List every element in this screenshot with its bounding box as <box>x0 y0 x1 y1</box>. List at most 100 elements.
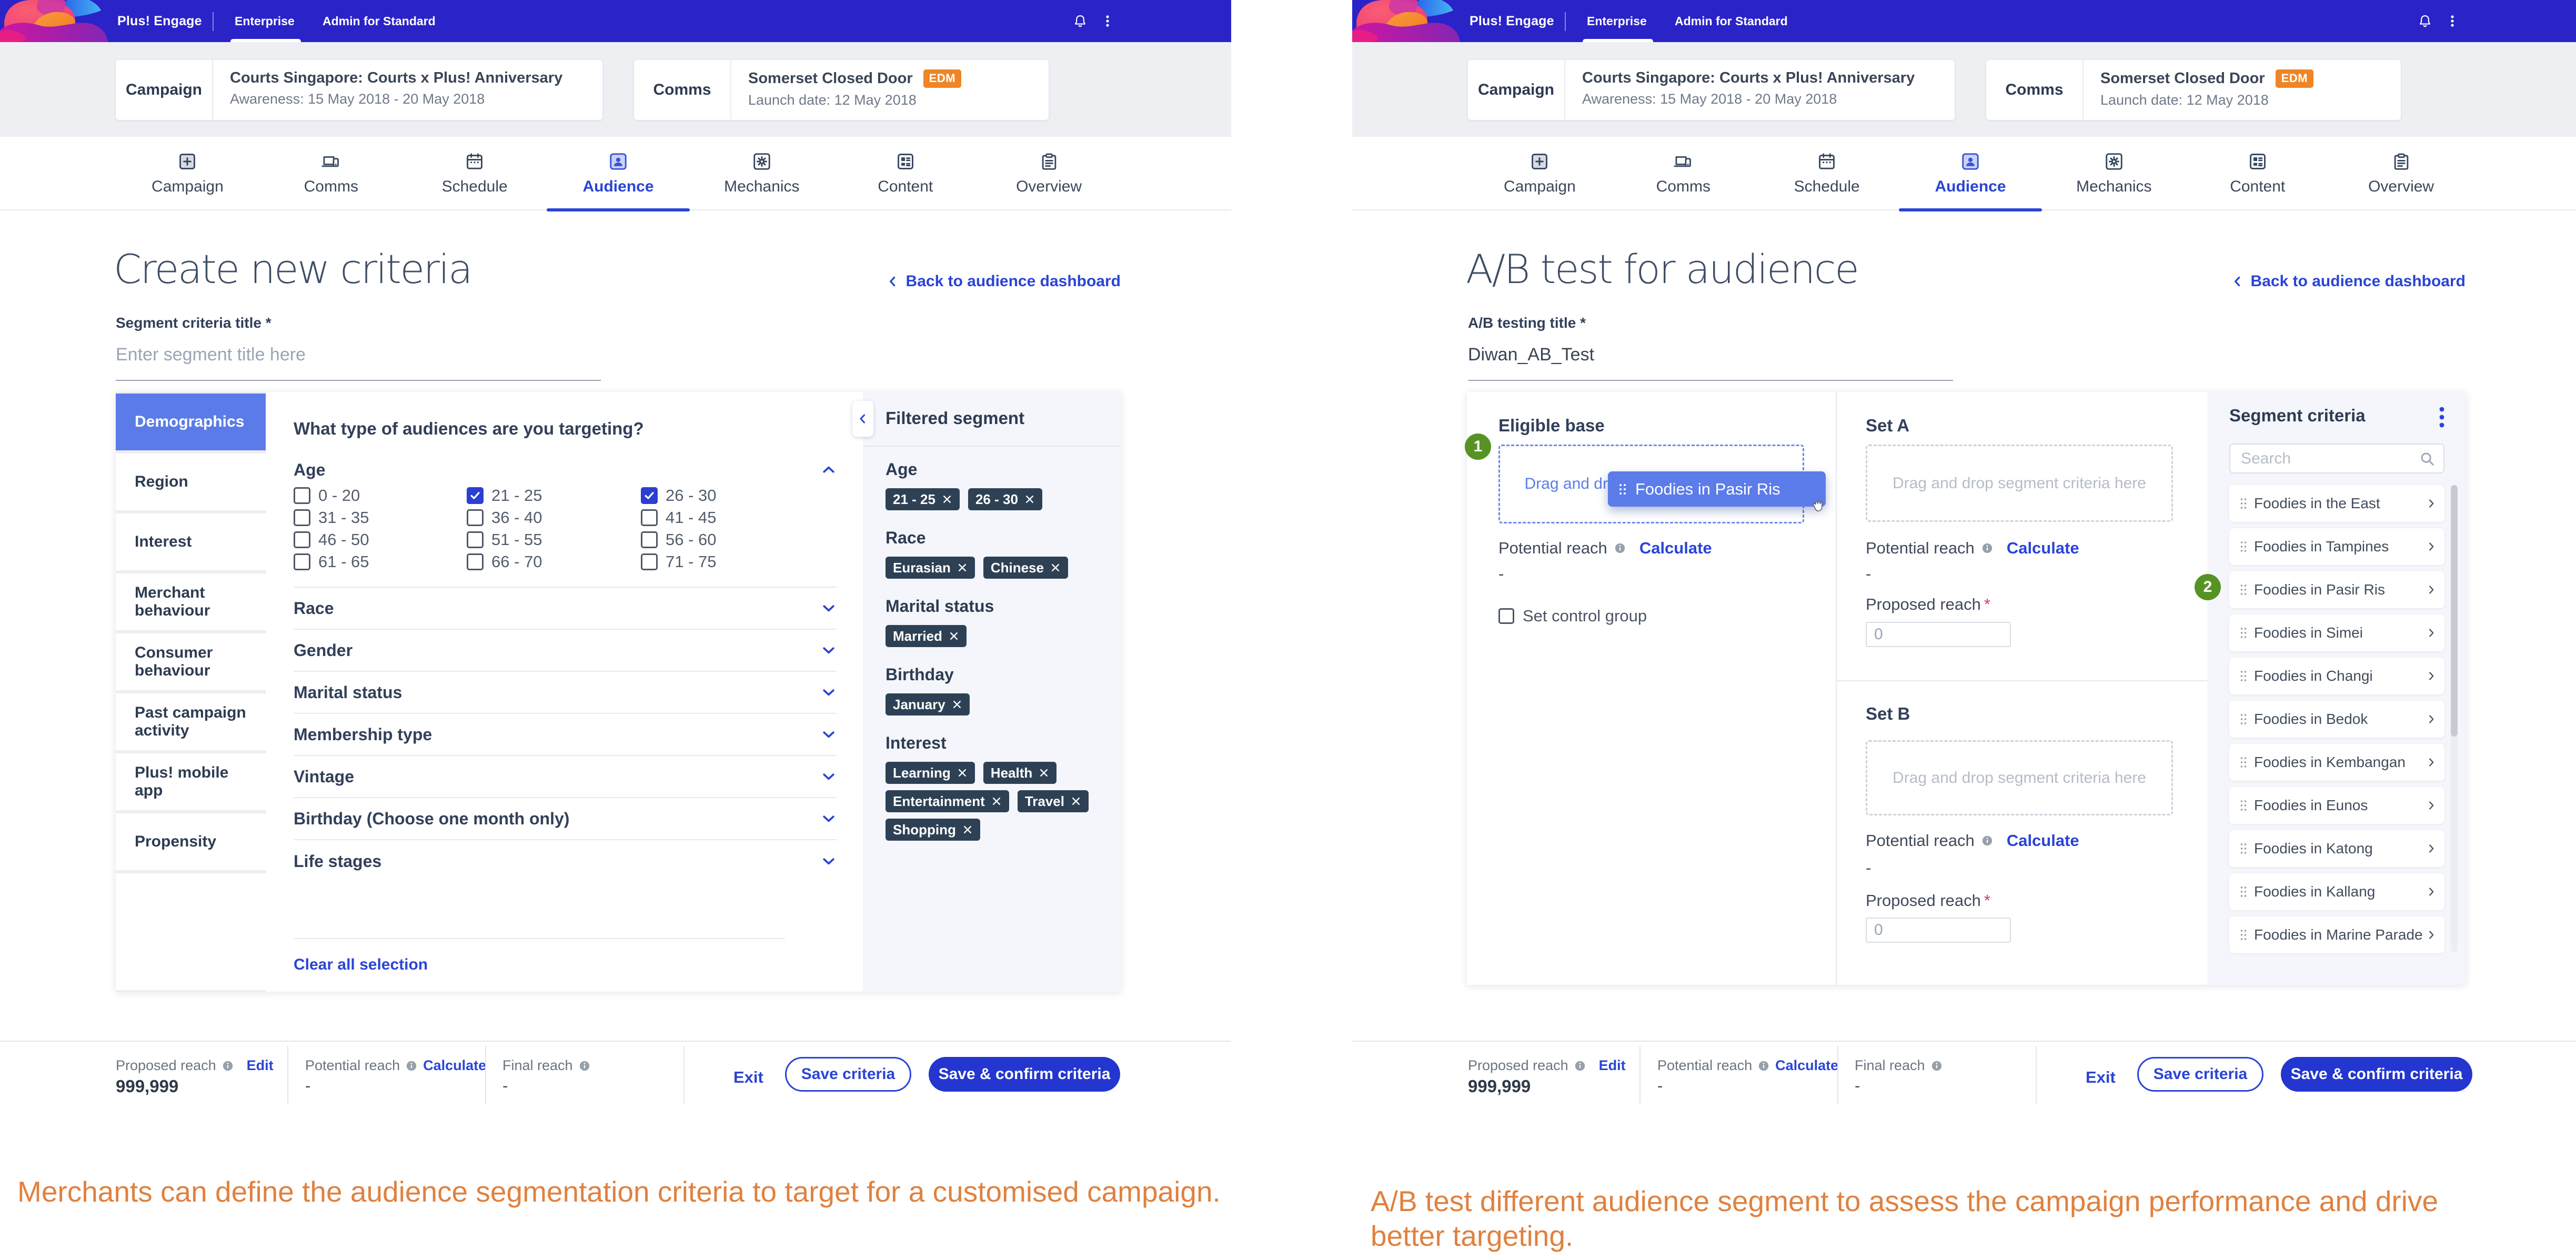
calculate-link[interactable]: Calculate <box>2006 539 2079 557</box>
calculate-link[interactable]: Calculate <box>1775 1057 1839 1073</box>
chevron-down-icon[interactable] <box>821 684 837 700</box>
checkbox[interactable] <box>1498 608 1514 624</box>
age-option-41-45[interactable]: 41 - 45 <box>641 507 837 529</box>
segment-item-foodies-in-the-east[interactable]: Foodies in the East <box>2229 485 2444 522</box>
notifications-bell-icon[interactable] <box>1072 13 1088 29</box>
tab-campaign[interactable]: Campaign <box>116 137 259 210</box>
campaign-context-card[interactable]: Campaign Courts Singapore: Courts x Plus… <box>1468 60 1955 120</box>
nav-admin-for-standard[interactable]: Admin for Standard <box>323 14 436 28</box>
info-icon[interactable] <box>1574 1060 1586 1072</box>
tab-audience[interactable]: Audience <box>546 137 690 211</box>
remove-chip-icon[interactable] <box>1071 796 1081 807</box>
clear-all-selection-link[interactable]: Clear all selection <box>294 956 428 973</box>
segment-item-foodies-in-changi[interactable]: Foodies in Changi <box>2229 658 2444 694</box>
header-kebab-menu-icon[interactable] <box>2444 13 2460 29</box>
chevron-up-icon[interactable] <box>821 462 837 478</box>
criteria-section-vintage[interactable]: Vintage <box>294 756 837 798</box>
remove-chip-icon[interactable] <box>957 562 968 573</box>
age-option-0-20[interactable]: 0 - 20 <box>294 485 467 507</box>
comms-context-card[interactable]: Comms Somerset Closed Door EDM Launch da… <box>634 60 1049 120</box>
age-accordion-header[interactable]: Age <box>294 458 837 481</box>
age-option-31-35[interactable]: 31 - 35 <box>294 507 467 529</box>
segment-title-input[interactable]: Enter segment title here <box>116 345 306 365</box>
age-option-51-55[interactable]: 51 - 55 <box>467 529 641 551</box>
tab-mechanics[interactable]: Mechanics <box>2042 137 2186 210</box>
tab-schedule[interactable]: Schedule <box>403 137 547 210</box>
sidebar-item-region[interactable]: Region <box>116 453 266 510</box>
age-option-21-25[interactable]: 21 - 25 <box>467 485 641 507</box>
criteria-section-race[interactable]: Race <box>294 588 837 630</box>
drag-handle-icon[interactable] <box>2240 497 2247 510</box>
checkbox[interactable] <box>467 487 484 504</box>
checkbox[interactable] <box>641 553 658 570</box>
checkbox[interactable] <box>641 487 658 504</box>
segment-item-foodies-in-tampines[interactable]: Foodies in Tampines <box>2229 528 2444 565</box>
chevron-down-icon[interactable] <box>821 642 837 658</box>
edit-link[interactable]: Edit <box>246 1057 274 1073</box>
exit-button[interactable]: Exit <box>733 1068 763 1086</box>
set-control-group-option[interactable]: Set control group <box>1498 607 1647 626</box>
drag-handle-icon[interactable] <box>2240 756 2247 769</box>
set-a-proposed-reach-input[interactable]: 0 <box>1866 622 2011 647</box>
checkbox[interactable] <box>294 553 310 570</box>
chevron-down-icon[interactable] <box>821 727 837 742</box>
checkbox[interactable] <box>467 553 484 570</box>
notifications-bell-icon[interactable] <box>2417 13 2433 29</box>
drag-handle-icon[interactable] <box>2240 627 2247 639</box>
tab-schedule[interactable]: Schedule <box>1755 137 1899 210</box>
nav-enterprise[interactable]: Enterprise <box>230 0 301 42</box>
checkbox[interactable] <box>467 531 484 548</box>
criteria-section-marital-status[interactable]: Marital status <box>294 672 837 714</box>
age-option-36-40[interactable]: 36 - 40 <box>467 507 641 529</box>
age-option-61-65[interactable]: 61 - 65 <box>294 551 467 573</box>
set-a-dropzone[interactable]: Drag and drop segment criteria here <box>1866 445 2173 522</box>
dragged-segment-chip[interactable]: Foodies in Pasir Ris <box>1608 471 1826 511</box>
info-icon[interactable] <box>222 1060 234 1072</box>
checkbox[interactable] <box>294 531 310 548</box>
criteria-section-gender[interactable]: Gender <box>294 630 837 672</box>
info-icon[interactable] <box>1981 542 1993 554</box>
remove-chip-icon[interactable] <box>952 699 962 710</box>
segment-item-foodies-in-simei[interactable]: Foodies in Simei <box>2229 614 2444 651</box>
drag-handle-icon[interactable] <box>2240 842 2247 855</box>
checkbox[interactable] <box>641 531 658 548</box>
comms-context-card[interactable]: Comms Somerset Closed Door EDM Launch da… <box>1986 60 2401 120</box>
save-confirm-criteria-button[interactable]: Save & confirm criteria <box>929 1057 1120 1092</box>
age-option-71-75[interactable]: 71 - 75 <box>641 551 837 573</box>
drag-handle-icon[interactable] <box>2240 670 2247 682</box>
info-icon[interactable] <box>1758 1060 1769 1072</box>
remove-chip-icon[interactable] <box>1024 494 1035 505</box>
campaign-context-card[interactable]: Campaign Courts Singapore: Courts x Plus… <box>116 60 602 120</box>
segment-kebab-menu-icon[interactable] <box>2437 406 2447 429</box>
header-kebab-menu-icon[interactable] <box>1100 13 1115 29</box>
checkbox[interactable] <box>467 509 484 526</box>
tab-comms[interactable]: Comms <box>1612 137 1755 210</box>
drag-handle-icon[interactable] <box>2240 583 2247 596</box>
save-criteria-button[interactable]: Save criteria <box>2137 1057 2263 1092</box>
criteria-section-membership-type[interactable]: Membership type <box>294 714 837 756</box>
set-b-dropzone[interactable]: Drag and drop segment criteria here <box>1866 740 2173 815</box>
back-to-audience-dashboard-link[interactable]: Back to audience dashboard <box>886 273 1121 290</box>
remove-chip-icon[interactable] <box>957 768 968 778</box>
chevron-down-icon[interactable] <box>821 600 837 616</box>
drag-handle-icon[interactable] <box>2240 713 2247 725</box>
sidebar-item-consumer-behaviour[interactable]: Consumer behaviour <box>116 633 266 690</box>
sidebar-item-empty[interactable] <box>116 873 266 990</box>
segment-item-foodies-in-marine-parade[interactable]: Foodies in Marine Parade <box>2229 916 2444 953</box>
back-to-audience-dashboard-link[interactable]: Back to audience dashboard <box>2231 273 2466 290</box>
age-option-56-60[interactable]: 56 - 60 <box>641 529 837 551</box>
checkbox[interactable] <box>294 509 310 526</box>
checkbox[interactable] <box>294 487 310 504</box>
tab-overview[interactable]: Overview <box>2329 137 2473 210</box>
collapse-panel-button[interactable] <box>852 401 873 437</box>
remove-chip-icon[interactable] <box>1050 562 1061 573</box>
tab-audience[interactable]: Audience <box>1898 137 2042 211</box>
remove-chip-icon[interactable] <box>991 796 1002 807</box>
remove-chip-icon[interactable] <box>949 631 959 641</box>
ab-testing-title-input[interactable]: Diwan_AB_Test <box>1468 345 1595 365</box>
edit-link[interactable]: Edit <box>1598 1057 1626 1073</box>
sidebar-item-past-campaign-activity[interactable]: Past campaign activity <box>116 693 266 750</box>
calculate-link[interactable]: Calculate <box>2006 831 2079 850</box>
segment-item-foodies-in-kallang[interactable]: Foodies in Kallang <box>2229 873 2444 910</box>
chevron-down-icon[interactable] <box>821 853 837 869</box>
